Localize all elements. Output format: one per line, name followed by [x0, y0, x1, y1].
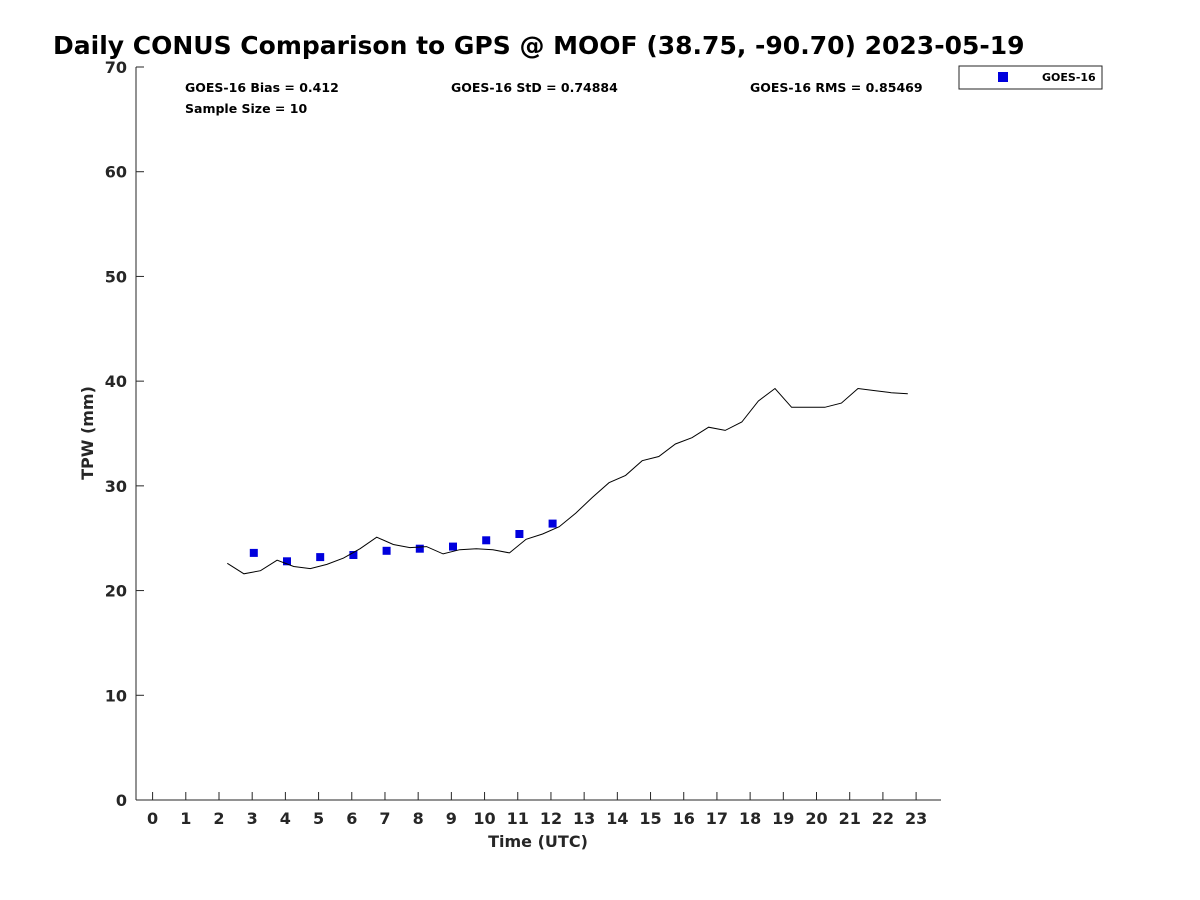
goes-16-point — [249, 548, 258, 557]
goes-16-point — [449, 542, 457, 551]
x-ticks: 0 1 2 3 4 5 6 7 8 9 10 11 12 13 14 15 16 17 18 19 20 21 22 23 — [147, 792, 927, 828]
stat-rms: GOES-16 RMS = 0.85469 — [750, 80, 923, 95]
x-tick-label: 12 — [540, 809, 562, 828]
goes-16-point — [382, 546, 391, 555]
legend-box — [958, 65, 1103, 90]
y-tick-label: 70 — [105, 58, 127, 77]
x-tick-label: 3 — [247, 809, 258, 828]
x-tick-label: 20 — [805, 809, 827, 828]
goes-16-point — [482, 536, 491, 545]
plot-axes — [135, 67, 941, 801]
x-tick-label: 4 — [280, 809, 291, 828]
goes-16-point — [515, 530, 524, 538]
chart-title: Daily CONUS Comparison to GPS @ MOOF (38… — [53, 31, 1025, 60]
y-tick-label: 60 — [105, 163, 127, 182]
x-tick-label: 15 — [639, 809, 661, 828]
x-tick-label: 19 — [772, 809, 794, 828]
x-tick-label: 10 — [473, 809, 495, 828]
y-tick-label: 0 — [116, 791, 127, 810]
y-tick-label: 30 — [105, 477, 127, 496]
y-tick-label: 20 — [105, 582, 127, 601]
y-tick-label: 50 — [105, 267, 127, 286]
x-tick-label: 17 — [706, 809, 728, 828]
legend-label-goes-16: GOES-16 — [1042, 71, 1096, 84]
x-tick-label: 23 — [905, 809, 927, 828]
stat-std: GOES-16 StD = 0.74884 — [451, 80, 618, 95]
legend-marker-goes-16 — [998, 72, 1008, 82]
x-tick-label: 11 — [507, 809, 529, 828]
y-tick-label: 40 — [105, 372, 127, 391]
x-axis-label: Time (UTC) — [488, 832, 588, 851]
x-tick-label: 18 — [739, 809, 761, 828]
goes-16-point — [349, 551, 358, 559]
goes-16-point — [316, 553, 325, 562]
x-tick-label: 14 — [606, 809, 628, 828]
goes-16-point — [283, 557, 291, 566]
x-tick-label: 2 — [213, 809, 224, 828]
x-tick-label: 5 — [313, 809, 324, 828]
x-tick-label: 6 — [346, 809, 357, 828]
gps-line — [227, 387, 908, 575]
legend: GOES-16 — [958, 65, 1103, 90]
y-axis-label: TPW (mm) — [78, 386, 97, 480]
x-tick-label: 9 — [446, 809, 457, 828]
stat-bias: GOES-16 Bias = 0.412 — [185, 80, 339, 95]
goes-16-point — [415, 544, 424, 553]
x-tick-label: 8 — [413, 809, 424, 828]
x-tick-label: 13 — [573, 809, 595, 828]
stat-sample-size: Sample Size = 10 — [185, 101, 307, 116]
x-tick-label: 22 — [872, 809, 894, 828]
y-ticks: 0 10 20 30 40 50 60 70 — [105, 58, 144, 810]
x-tick-label: 21 — [839, 809, 861, 828]
y-tick-label: 10 — [105, 686, 127, 705]
x-tick-label: 7 — [379, 809, 390, 828]
x-tick-label: 0 — [147, 809, 158, 828]
goes-16-point — [548, 519, 557, 528]
x-tick-label: 1 — [180, 809, 191, 828]
x-tick-label: 16 — [673, 809, 695, 828]
series-layer — [227, 387, 908, 575]
